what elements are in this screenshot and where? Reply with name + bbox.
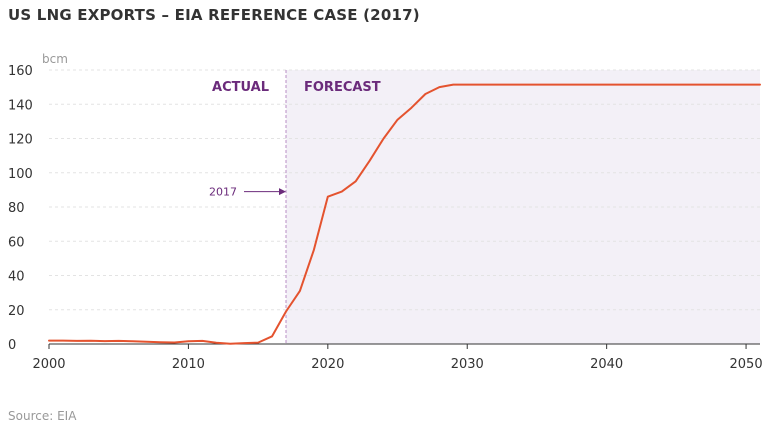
y-tick-label-120: 120 <box>8 133 33 148</box>
region-label-forecast: FORECAST <box>304 80 381 95</box>
y-tick-label-100: 100 <box>8 167 33 182</box>
x-tick-label-2030: 2030 <box>451 357 484 372</box>
y-unit-label: bcm <box>42 52 68 66</box>
x-tick-label-2010: 2010 <box>172 357 205 372</box>
y-tick-label-20: 20 <box>8 304 25 319</box>
y-tick-label-40: 40 <box>8 270 25 285</box>
annotation-arrow-head <box>279 188 286 196</box>
chart-title: US LNG EXPORTS – EIA REFERENCE CASE (201… <box>8 6 420 24</box>
source-note: Source: EIA <box>8 409 77 423</box>
y-tick-label-0: 0 <box>8 338 16 353</box>
lng-exports-series-line <box>48 83 761 345</box>
x-tick-label-2040: 2040 <box>590 357 623 372</box>
x-tick-label-2050: 2050 <box>730 357 763 372</box>
y-tick-label-160: 160 <box>8 64 33 79</box>
x-tick-label-2020: 2020 <box>311 357 344 372</box>
y-tick-label-80: 80 <box>8 201 25 216</box>
x-tick-label-2000: 2000 <box>32 357 65 372</box>
annotation-label-2017: 2017 <box>209 186 237 199</box>
y-tick-label-60: 60 <box>8 235 25 250</box>
region-label-actual: ACTUAL <box>212 80 269 95</box>
y-tick-label-140: 140 <box>8 98 33 113</box>
